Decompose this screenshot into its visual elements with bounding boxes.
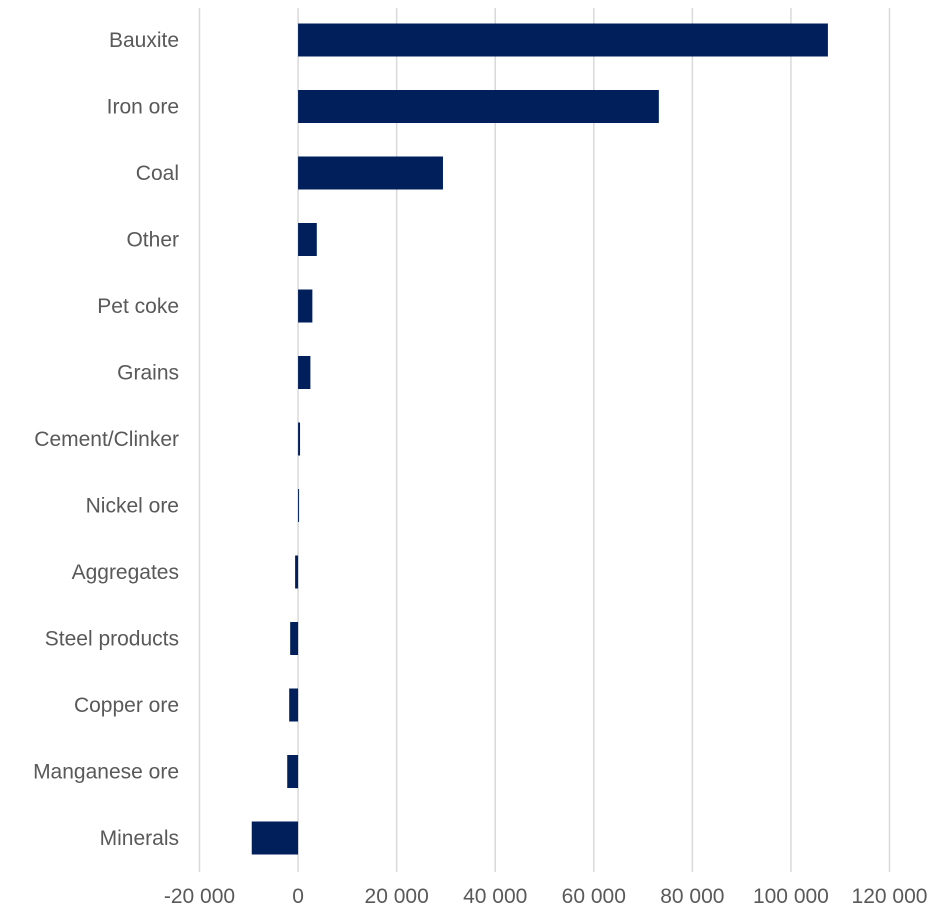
x-axis-tick-labels: -20 000 0 20 000 40 000 60 000 80 000 100 000 1… bbox=[164, 885, 928, 908]
bar-aggregates bbox=[295, 556, 298, 589]
category-label: Copper ore bbox=[74, 694, 179, 717]
bar-coal bbox=[298, 157, 443, 190]
bar-bauxite bbox=[298, 24, 828, 57]
bar-copper-ore bbox=[289, 689, 298, 722]
category-label: Grains bbox=[117, 362, 179, 385]
category-label: Pet coke bbox=[97, 295, 179, 318]
x-tick-label: 80 000 bbox=[660, 885, 724, 908]
x-tick-label: 120 000 bbox=[852, 885, 928, 908]
bar-other bbox=[298, 223, 317, 256]
x-tick-label: 0 bbox=[292, 885, 304, 908]
x-tick-label: 40 000 bbox=[463, 885, 527, 908]
x-tick-label: 100 000 bbox=[753, 885, 829, 908]
bar-iron-ore bbox=[298, 90, 659, 123]
x-tick-label: -20 000 bbox=[164, 885, 235, 908]
category-labels: Bauxite Iron ore Coal Other Pet coke Grains Ce… bbox=[33, 29, 179, 850]
bars bbox=[252, 24, 828, 855]
category-label: Other bbox=[126, 229, 179, 252]
category-label: Coal bbox=[136, 162, 179, 185]
bar-pet-coke bbox=[298, 290, 312, 323]
bar-manganese-ore bbox=[287, 755, 298, 788]
bar-grains bbox=[298, 356, 310, 389]
bar-steel-products bbox=[290, 622, 298, 655]
category-label: Manganese ore bbox=[33, 761, 179, 784]
category-label: Bauxite bbox=[109, 29, 179, 52]
category-label: Minerals bbox=[100, 827, 179, 850]
x-tick-label: 20 000 bbox=[365, 885, 429, 908]
bar-nickel-ore bbox=[298, 489, 299, 522]
category-label: Steel products bbox=[45, 628, 179, 651]
bar-minerals bbox=[252, 822, 298, 855]
category-label: Cement/Clinker bbox=[34, 428, 179, 451]
category-label: Iron ore bbox=[107, 96, 179, 119]
category-label: Aggregates bbox=[72, 561, 179, 584]
category-label: Nickel ore bbox=[86, 495, 179, 518]
bar-cement-clinker bbox=[298, 423, 300, 456]
grid-lines bbox=[200, 8, 890, 872]
x-tick-label: 60 000 bbox=[562, 885, 626, 908]
